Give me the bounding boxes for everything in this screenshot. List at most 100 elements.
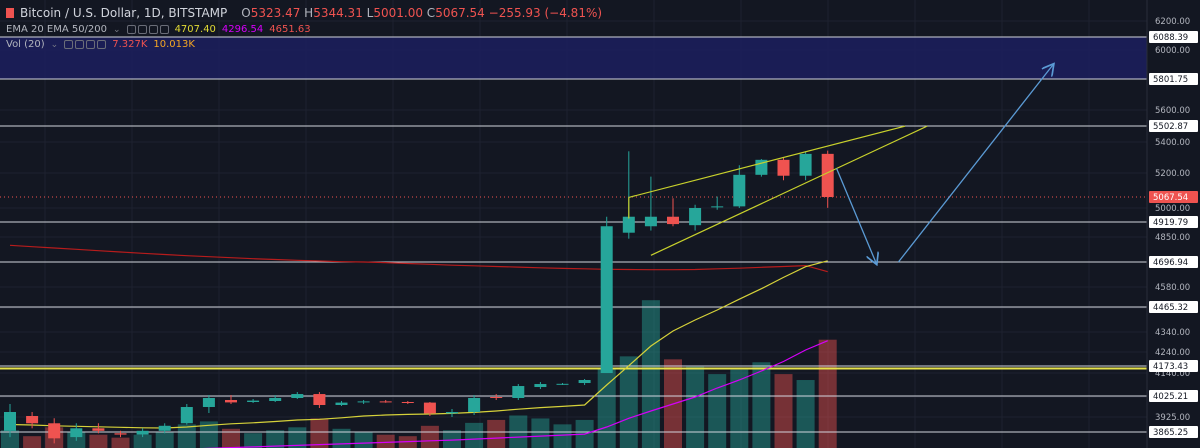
candle: [512, 386, 525, 398]
candle: [667, 216, 679, 225]
price-axis-tick: 4850.00: [1155, 233, 1190, 243]
candle: [313, 394, 326, 405]
volume-bar: [376, 434, 395, 448]
volume-bar: [774, 374, 793, 448]
level-price-label: 4919.79: [1153, 218, 1188, 228]
volume-bar: [487, 419, 506, 448]
candle: [622, 216, 635, 233]
low-value: 5001.00: [373, 6, 423, 20]
settings-icon[interactable]: [137, 25, 147, 34]
candle: [689, 208, 702, 226]
volume-bar: [796, 380, 815, 448]
visibility-icon[interactable]: [64, 40, 74, 49]
close-label: C: [426, 6, 436, 20]
volume-bar: [465, 422, 484, 448]
candle: [600, 226, 613, 373]
candle: [711, 206, 724, 208]
chevron-down-icon[interactable]: ⌄: [113, 24, 121, 35]
candle: [269, 398, 282, 401]
close-icon[interactable]: [86, 40, 96, 49]
volume-bar: [354, 431, 373, 448]
volume-bar: [443, 430, 461, 448]
candle: [379, 401, 392, 403]
candle: [446, 412, 458, 414]
candle: [247, 400, 260, 402]
red-flag-icon[interactable]: [6, 8, 14, 18]
wedge-upper-line: [628, 125, 906, 198]
candle: [180, 407, 193, 424]
candle: [578, 380, 591, 384]
price-axis-tick: 6000.00: [1155, 46, 1190, 56]
ema-legend[interactable]: EMA 20 EMA 50/200 ⌄ 4707.40 4296.54 4651…: [6, 24, 311, 35]
price-axis-tick: 5200.00: [1155, 169, 1190, 179]
high-value: 5344.31: [313, 6, 363, 20]
volume-bar: [1, 430, 19, 448]
volume-bar: [553, 424, 572, 448]
symbol-title[interactable]: Bitcoin / U.S. Dollar, 1D, BITSTAMP: [20, 6, 228, 20]
candle: [225, 400, 237, 403]
volume-bar: [133, 434, 152, 448]
candle: [468, 398, 481, 412]
ema-label[interactable]: EMA 20 EMA 50/200: [6, 24, 108, 35]
candle: [534, 384, 547, 388]
volume-value: 7.327K: [112, 39, 148, 50]
chevron-down-icon[interactable]: ⌄: [50, 39, 59, 50]
candle: [48, 423, 61, 439]
last-price-label: 5067.54: [1153, 193, 1188, 203]
volume-bar: [686, 366, 705, 448]
volume-bar: [266, 430, 285, 448]
price-axis-tick: 4240.00: [1155, 348, 1190, 358]
volume-label[interactable]: Vol (20): [6, 39, 45, 50]
last-price-tag: [1149, 191, 1198, 203]
price-axis-tick: 3925.00: [1155, 413, 1190, 423]
volume-bar: [89, 434, 108, 448]
volume-bar: [310, 418, 329, 448]
settings-icon[interactable]: [75, 40, 85, 49]
close-value: 5067.54: [435, 6, 485, 20]
candle: [92, 428, 105, 431]
candle: [158, 425, 171, 431]
candle: [490, 397, 503, 398]
ema50-line: [202, 340, 828, 448]
volume-legend[interactable]: Vol (20) ⌄ 7.327K 10.013K: [6, 39, 195, 50]
candle: [733, 174, 746, 207]
close-icon[interactable]: [148, 25, 158, 34]
price-axis-tick: 5400.00: [1155, 138, 1190, 148]
projection-arrow: [897, 65, 1053, 263]
level-price-label: 3865.25: [1153, 428, 1188, 438]
candle: [70, 428, 83, 438]
volume-bar: [752, 362, 771, 448]
level-price-tag: [1149, 120, 1198, 132]
candle: [291, 394, 304, 398]
visibility-icon[interactable]: [126, 25, 136, 34]
open-value: 5323.47: [250, 6, 301, 20]
price-axis-tick: 5600.00: [1155, 106, 1190, 116]
level-price-label: 5502.87: [1153, 122, 1188, 132]
level-price-label: 6088.39: [1153, 33, 1188, 43]
candle: [114, 433, 127, 435]
more-icon[interactable]: [159, 25, 169, 34]
volume-bar: [420, 425, 439, 448]
volume-bar: [199, 421, 218, 448]
volume-ma-value: 10.013K: [153, 39, 195, 50]
level-price-tag: [1149, 426, 1198, 438]
candle: [556, 383, 569, 385]
volume-bar: [730, 369, 749, 448]
candle: [202, 398, 215, 407]
resistance-zone: [0, 37, 1147, 79]
volume-bar: [619, 356, 638, 448]
candle: [821, 153, 834, 197]
volume-bar: [177, 424, 196, 448]
candle: [423, 402, 436, 414]
more-icon[interactable]: [97, 40, 107, 49]
ema50-value: 4296.54: [221, 24, 264, 35]
price-axis-tick: 5000.00: [1155, 204, 1190, 214]
level-price-label: 5801.75: [1153, 75, 1188, 85]
level-price-tag: [1149, 301, 1198, 313]
volume-bar: [818, 339, 837, 448]
open-label: O: [241, 6, 251, 20]
level-price-tag: [1149, 390, 1198, 402]
candle: [644, 216, 657, 227]
volume-bar: [222, 428, 240, 448]
